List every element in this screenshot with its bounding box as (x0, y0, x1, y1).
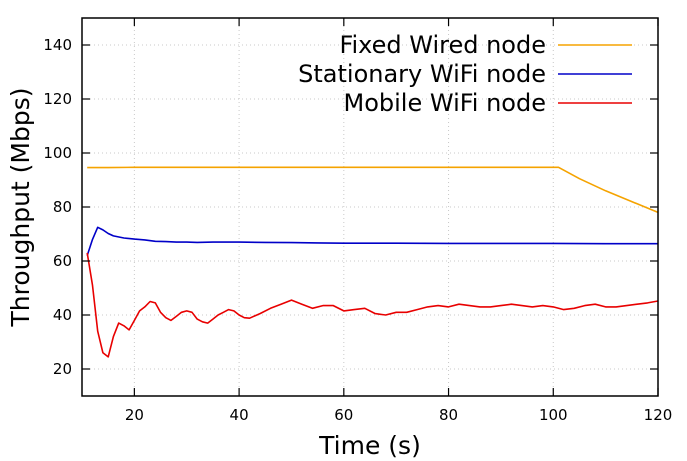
y-tick-label: 100 (43, 144, 72, 162)
legend-label-stationary-wifi-node: Stationary WiFi node (298, 60, 546, 88)
x-tick-label: 80 (439, 406, 458, 424)
x-axis-title: Time (s) (318, 431, 421, 460)
x-tick-labels: 20 40 60 80 100 120 (125, 406, 673, 424)
y-tick-label: 20 (53, 360, 72, 378)
axis-ticks (82, 18, 659, 396)
series-line-mobile-wifi-node (86, 252, 659, 358)
legend-label-fixed-wired-node: Fixed Wired node (339, 31, 546, 59)
y-tick-label: 80 (53, 198, 72, 216)
y-tick-label: 140 (43, 36, 72, 54)
x-tick-label: 100 (539, 406, 568, 424)
series-line-fixed-wired-node (87, 166, 659, 214)
series-group (86, 166, 659, 358)
legend-label-mobile-wifi-node: Mobile WiFi node (344, 89, 546, 117)
y-tick-labels: 20 40 60 80 100 120 140 (43, 36, 72, 378)
y-tick-label: 60 (53, 252, 72, 270)
y-tick-label: 120 (43, 90, 72, 108)
series-line-stationary-wifi-node (86, 226, 658, 256)
x-tick-label: 120 (644, 406, 673, 424)
y-axis-title: Throughput (Mbps) (6, 87, 35, 327)
x-tick-label: 40 (230, 406, 249, 424)
x-tick-label: 60 (334, 406, 353, 424)
y-tick-label: 40 (53, 306, 72, 324)
x-tick-label: 20 (125, 406, 144, 424)
